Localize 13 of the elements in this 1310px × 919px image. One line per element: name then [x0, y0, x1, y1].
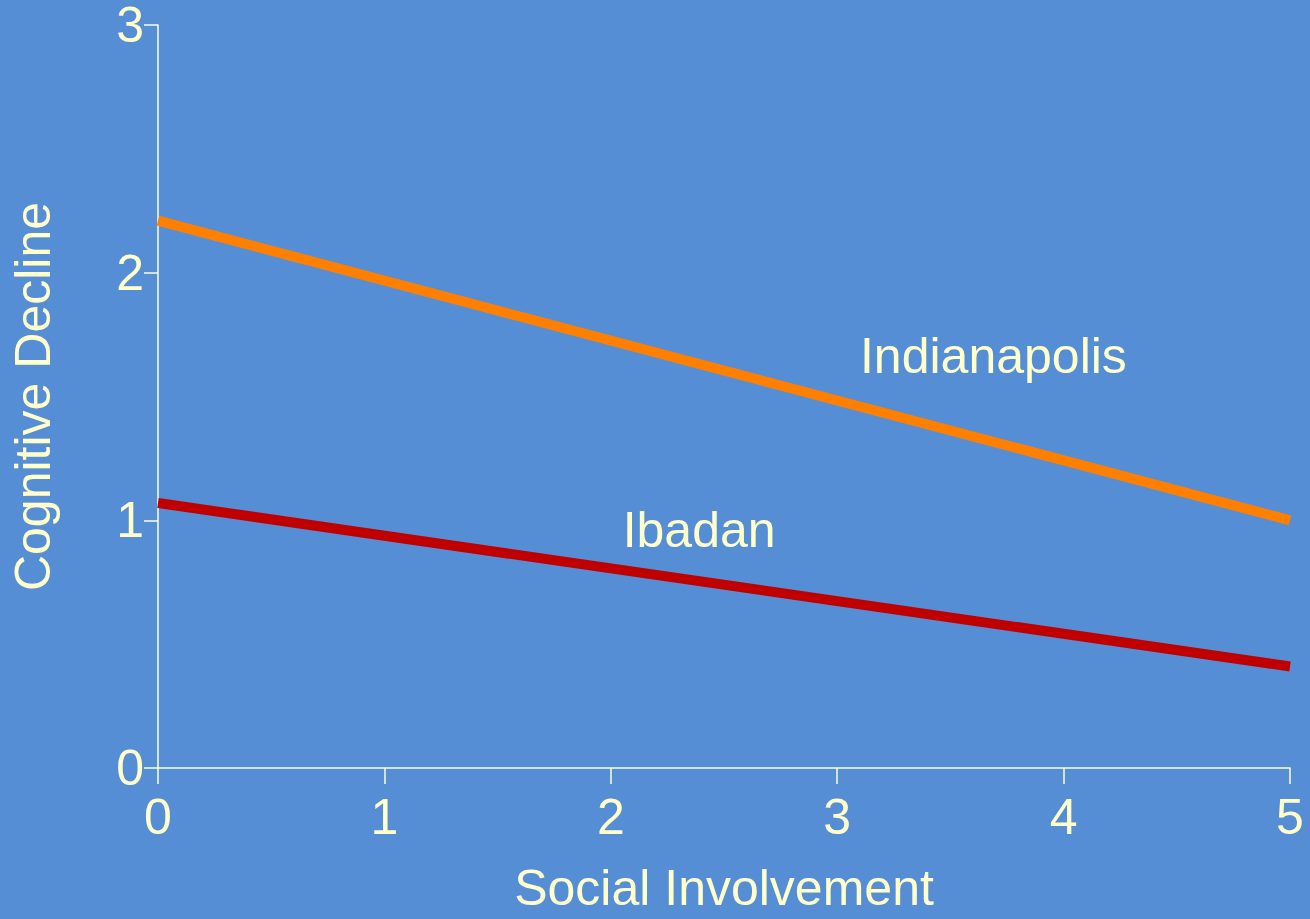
series-label: Ibadan — [622, 502, 776, 559]
x-tick-label: 1 — [370, 789, 399, 845]
y-tick-label: 3 — [116, 0, 144, 53]
x-tick-label: 5 — [1276, 789, 1304, 845]
x-axis-title: Social Involvement — [514, 860, 934, 916]
y-axis-title: Cognitive Decline — [5, 201, 61, 592]
x-tick-label: 3 — [823, 789, 852, 845]
x-tick-label: 4 — [1049, 789, 1078, 845]
y-tick-label: 1 — [116, 492, 144, 549]
series-label: Indianapolis — [859, 327, 1127, 384]
y-tick-label: 0 — [116, 740, 144, 796]
y-tick-label: 2 — [116, 244, 144, 301]
x-tick-label: 2 — [596, 789, 625, 845]
